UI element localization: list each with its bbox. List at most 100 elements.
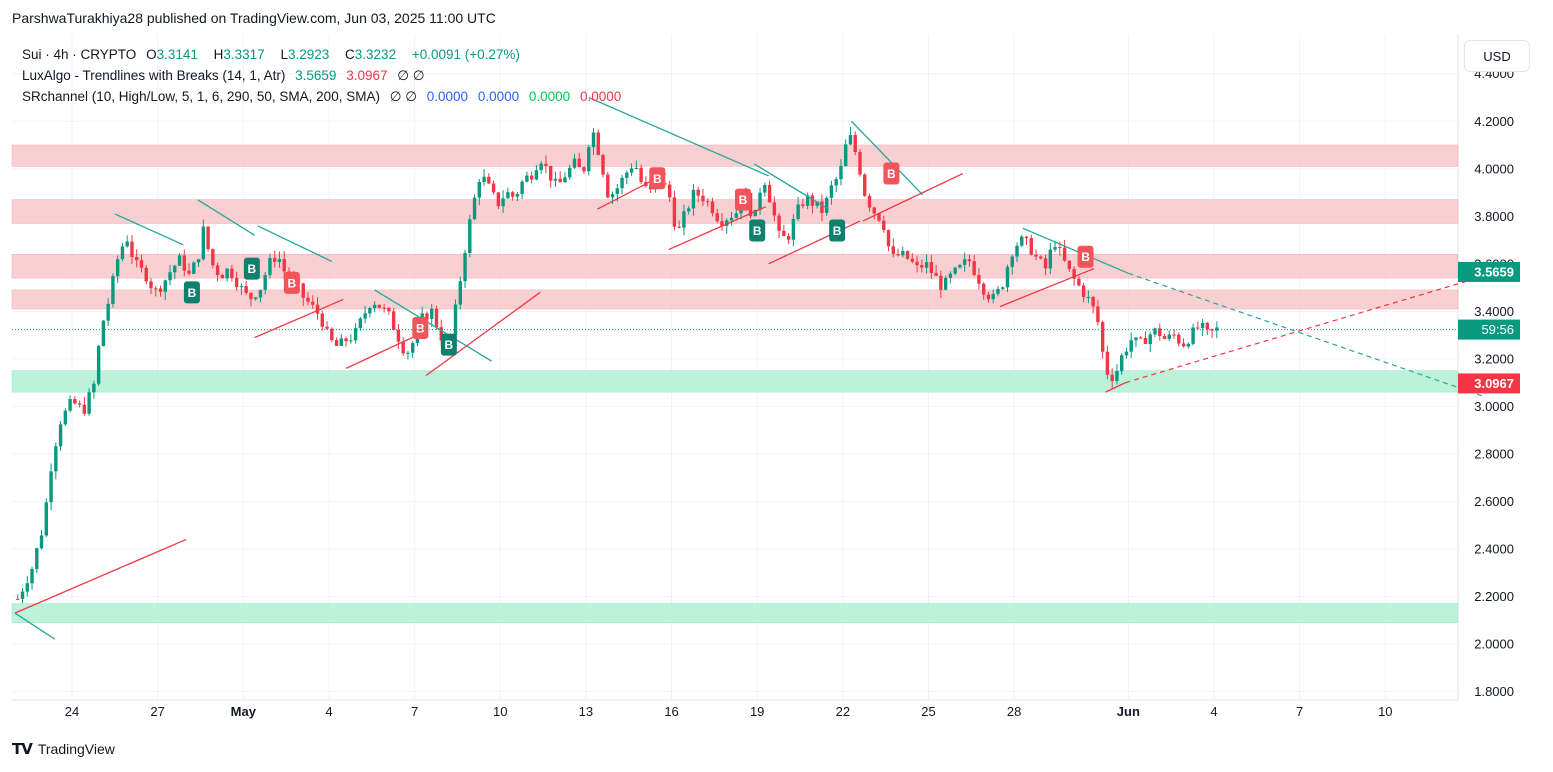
candle-body xyxy=(1124,351,1129,356)
candle-body xyxy=(268,257,272,276)
price-change: +0.0091 (+0.27%) xyxy=(411,47,520,62)
candle-body xyxy=(368,308,372,314)
candle-body xyxy=(44,502,49,536)
candle-body xyxy=(972,261,976,275)
resistance-zone xyxy=(11,254,1459,279)
bearish-break-signal: B xyxy=(883,162,900,185)
candle-body xyxy=(691,189,696,209)
candle-body xyxy=(325,326,329,329)
candle-body xyxy=(710,201,715,214)
candle-body xyxy=(35,548,39,570)
trendline xyxy=(862,172,964,222)
candle-body xyxy=(1024,236,1029,239)
signal-badge xyxy=(883,162,900,185)
candle-body xyxy=(377,304,382,308)
candle-body xyxy=(277,259,282,262)
candle-body xyxy=(487,176,491,184)
candle-body xyxy=(96,345,101,384)
candle-body xyxy=(187,270,191,274)
srchannel-value-4: 0.0000 xyxy=(579,89,622,104)
candle-body xyxy=(1205,322,1210,330)
time-axis[interactable]: 24 27 May 4 7 10 13 16 19 22 25 28 Jun 4 7 10 xyxy=(65,704,1393,719)
candle-body xyxy=(1215,327,1219,331)
candle-body xyxy=(1191,327,1195,344)
candle-body xyxy=(548,165,553,181)
candle-body xyxy=(220,274,225,279)
candle-body xyxy=(1010,256,1014,267)
candle-body xyxy=(382,307,386,309)
trendline xyxy=(374,289,493,362)
signal-label: B xyxy=(887,167,896,181)
candle-body xyxy=(815,201,819,206)
candle-body xyxy=(306,297,310,302)
resistance-zone xyxy=(11,144,1459,167)
candle-body xyxy=(273,257,277,262)
trendline xyxy=(425,291,541,377)
candle-body xyxy=(1072,268,1076,279)
candle-body xyxy=(796,204,800,220)
candle-body xyxy=(1110,374,1114,382)
indicator-axis-label-bg xyxy=(1458,261,1520,282)
candle-body xyxy=(401,341,405,354)
x-tick-label: May xyxy=(231,704,257,719)
trendline xyxy=(254,298,344,339)
symbol-label[interactable]: Sui · 4h · CRYPTO xyxy=(22,47,137,62)
candle-body xyxy=(434,308,439,328)
x-tick-label: 16 xyxy=(664,704,678,719)
candle-body xyxy=(720,221,724,226)
candle-body xyxy=(620,177,624,189)
x-tick-label: 28 xyxy=(1007,704,1021,719)
price-axis[interactable]: 1.8000 2.0000 2.2000 2.4000 2.6000 2.8000 3.00… xyxy=(1458,66,1520,699)
candle-body xyxy=(629,168,634,173)
candle-body xyxy=(844,144,848,167)
candle-body xyxy=(1062,247,1067,261)
indicator-name-srchannel[interactable]: SRchannel (10, High/Low, 5, 1, 6, 290, 5… xyxy=(22,89,380,104)
currency-button[interactable]: USD xyxy=(1464,40,1530,72)
candle-body xyxy=(834,179,838,186)
candles xyxy=(16,126,1219,604)
candle-body xyxy=(977,274,981,284)
candle-body xyxy=(349,340,353,342)
candle-body xyxy=(953,267,957,274)
candle-body xyxy=(1020,236,1024,246)
trendline xyxy=(114,213,184,246)
candle-body xyxy=(1134,337,1138,341)
candle-body xyxy=(63,410,68,425)
candle-body xyxy=(73,399,77,404)
signal-badge xyxy=(183,281,200,304)
last-price-label: 59:56 xyxy=(1458,319,1520,340)
signal-badge xyxy=(734,188,751,211)
candle-body xyxy=(339,338,344,346)
candle-body xyxy=(258,289,263,298)
tradingview-brand[interactable]: TV TradingView xyxy=(12,740,115,758)
candle-body xyxy=(677,226,681,228)
candle-body xyxy=(1077,278,1081,286)
ohlc-high: H3.3317 xyxy=(213,47,265,62)
y-tick-label: 2.8000 xyxy=(1474,446,1514,461)
candle-body xyxy=(463,252,467,282)
candle-body xyxy=(16,598,20,600)
candle-body xyxy=(163,280,167,292)
candle-body xyxy=(824,197,829,213)
candle-body xyxy=(1148,334,1152,345)
candle-body xyxy=(87,392,91,414)
candle-body xyxy=(425,313,429,319)
candle-body xyxy=(739,209,743,214)
candle-body xyxy=(30,569,34,584)
bullish-break-signal: B xyxy=(243,257,260,280)
candle-body xyxy=(168,272,172,281)
candle-body xyxy=(1096,306,1100,323)
indicator-name-luxalgo[interactable]: LuxAlgo - Trendlines with Breaks (14, 1,… xyxy=(22,68,286,83)
indicator-axis-label: 3.0967 xyxy=(1458,373,1520,394)
bearish-break-signal: B xyxy=(283,271,300,294)
candle-body xyxy=(534,170,539,180)
candle-body xyxy=(715,213,719,222)
trendline xyxy=(999,267,1095,308)
candle-body xyxy=(791,219,796,240)
candle-body xyxy=(1058,246,1062,248)
last-price-countdown: 59:56 xyxy=(1481,322,1514,337)
candle-body xyxy=(311,301,315,305)
candle-body xyxy=(177,255,182,266)
candle-body xyxy=(525,175,529,182)
